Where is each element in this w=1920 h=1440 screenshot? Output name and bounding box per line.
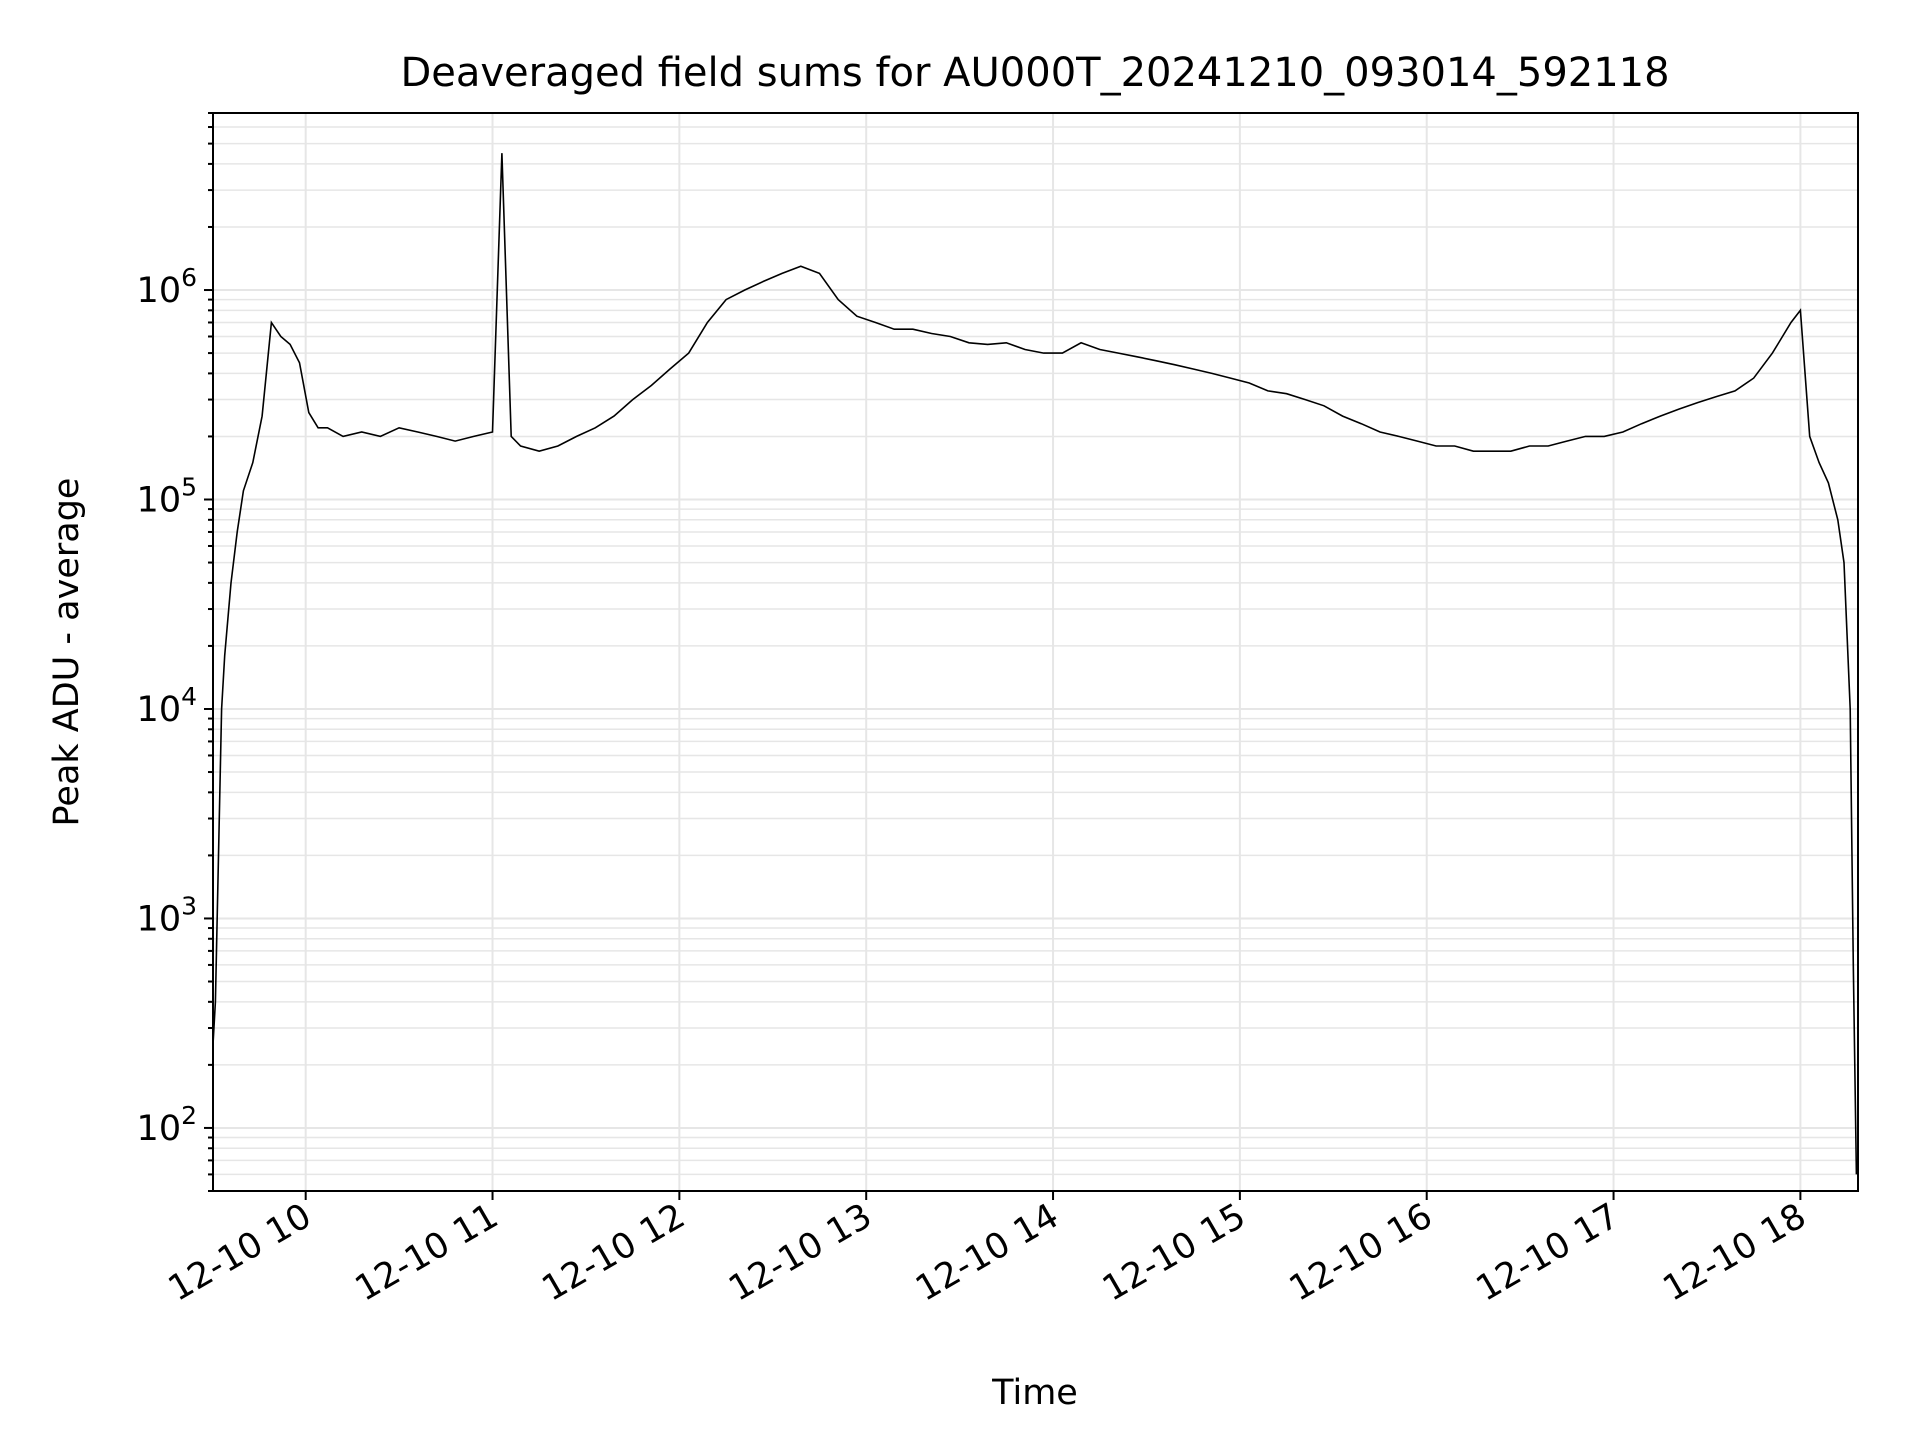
plot-frame [212,112,1859,1192]
y-tick-label: 104 [137,682,197,730]
grid [213,112,1858,1192]
series-layer [212,153,1858,1175]
x-axis-label: Time [991,1373,1078,1413]
y-tick-label: 105 [137,473,197,521]
y-axis-label: Peak ADU - average [47,478,87,827]
series-line [212,153,1858,1175]
y-tick-label: 106 [137,263,197,311]
y-tick-label: 102 [137,1101,197,1149]
y-tick-label: 103 [137,891,197,939]
chart-title: Deaveraged field sums for AU000T_2024121… [400,50,1669,96]
